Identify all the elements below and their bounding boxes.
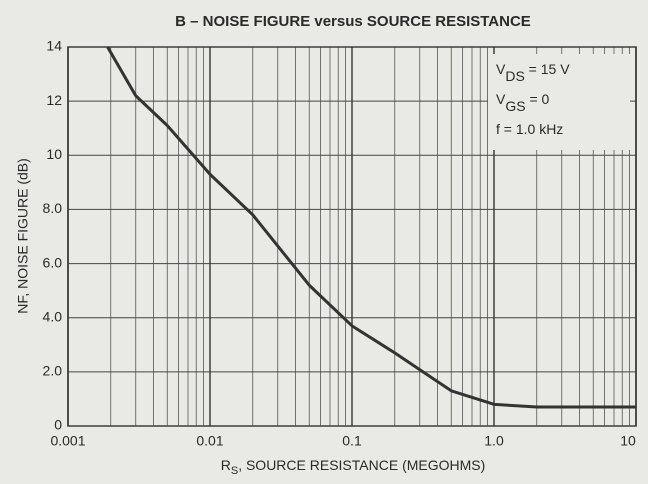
x-label-main: R (221, 457, 231, 473)
x-tick-label: 0.001 (50, 433, 85, 449)
annotation-sub: DS (505, 68, 524, 84)
y-tick-label: 0 (54, 417, 62, 433)
annotation: f = 1.0 kHz (496, 121, 563, 137)
annotation: VDS = 15 V (496, 61, 570, 84)
annotation-main: V (496, 91, 506, 107)
data-line (106, 46, 636, 409)
annotation-sub: GS (505, 98, 525, 114)
y-tick-label: 10 (46, 146, 62, 162)
x-tick-label: 0.1 (342, 433, 362, 449)
annotation-box (488, 54, 630, 150)
annotation-main: V (496, 61, 506, 77)
chart-title: B – NOISE FIGURE versus SOURCE RESISTANC… (175, 13, 531, 30)
y-tick-label: 8.0 (43, 200, 63, 216)
annotation: VGS = 0 (496, 91, 550, 114)
x-label-sub: S (231, 465, 238, 477)
x-label-rest: , SOURCE RESISTANCE (MEGOHMS) (238, 457, 485, 473)
annotation-rest: = 0 (526, 91, 550, 107)
y-tick-label: 12 (46, 92, 62, 108)
x-tick-label: 1.0 (484, 433, 504, 449)
x-tick-label: 0.01 (196, 433, 223, 449)
y-tick-label: 2.0 (43, 363, 63, 379)
annotation-rest: = 15 V (525, 61, 570, 77)
y-tick-label: 6.0 (43, 254, 63, 270)
x-tick-label: 10 (620, 433, 636, 449)
y-tick-label: 4.0 (43, 308, 63, 324)
annotation-main: f = 1.0 kHz (496, 121, 563, 137)
y-axis-label: NF, NOISE FIGURE (dB) (15, 158, 31, 314)
x-axis-label: RS, SOURCE RESISTANCE (MEGOHMS) (221, 457, 486, 477)
y-tick-label: 14 (46, 38, 62, 54)
